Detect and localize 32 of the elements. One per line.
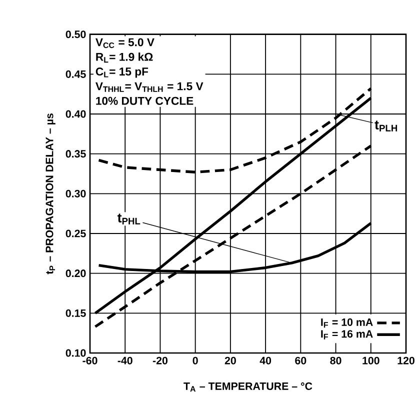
x-tick-label: 120 <box>398 356 414 364</box>
x-tick-label: 0 <box>192 356 198 364</box>
x-tick-label: -60 <box>82 356 98 364</box>
y-tick-label: 0.30 <box>66 190 86 198</box>
x-tick-label: -20 <box>152 356 168 364</box>
legend-label: I$_{F}$ = 10 mA <box>321 318 373 328</box>
x-tick-label: 100 <box>362 356 380 364</box>
y-tick-label: 0.15 <box>66 309 86 317</box>
y-tick-label: 0.40 <box>66 110 86 118</box>
y-tick-label: 0.25 <box>66 230 86 238</box>
x-axis-title: T$_{A}$ – TEMPERATURE – °C <box>184 382 312 392</box>
x-tick-label: -40 <box>118 356 132 364</box>
y-tick-label: 0.10 <box>66 349 86 357</box>
annotation: 10% DUTY CYCLE <box>96 96 194 105</box>
annotation: t$_{PHL}$ <box>118 214 140 224</box>
x-tick-label: 60 <box>295 356 306 364</box>
x-tick-label: 20 <box>224 356 236 364</box>
x-tick-label: 80 <box>330 356 342 364</box>
annotation: V$_{CC}$ = 5.0 V <box>96 38 154 48</box>
y-tick-label: 0.20 <box>66 270 86 278</box>
annotation: V$_{THHL}$= V$_{THLH}$ = 1.5 V <box>96 82 204 92</box>
legend-label: I$_{F}$ = 16 mA <box>321 330 373 340</box>
line-series <box>94 144 372 328</box>
line-series <box>94 96 372 314</box>
annotation: R$_{L}$= 1.9 kΩ <box>96 52 153 63</box>
annotation: t$_{PLH}$ <box>374 120 398 132</box>
y-axis-title: t$_{P}$ – PROPAGATION DELAY – µs <box>46 113 56 274</box>
y-tick-label: 0.50 <box>66 30 86 38</box>
x-tick-label: 40 <box>260 356 272 364</box>
y-tick-label: 0.35 <box>66 150 86 158</box>
y-tick-label: 0.45 <box>66 70 86 78</box>
annotation: C$_{L}$= 15 pF <box>96 68 148 78</box>
